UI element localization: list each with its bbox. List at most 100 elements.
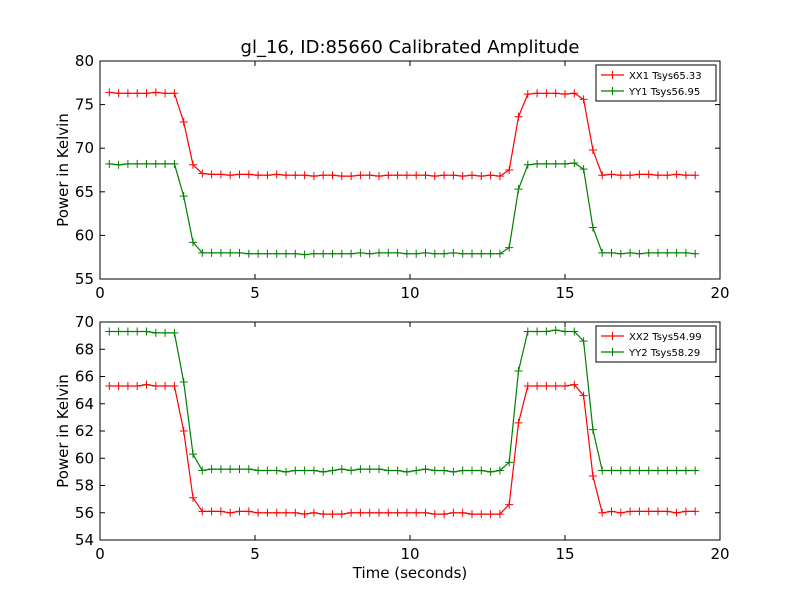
top-legend-box bbox=[595, 64, 717, 102]
bottom-data-point bbox=[570, 380, 579, 389]
bottom-data-point bbox=[226, 465, 235, 474]
bottom-data-point bbox=[300, 510, 309, 519]
top-data-point bbox=[151, 159, 160, 168]
bottom-data-point bbox=[691, 466, 700, 475]
bottom-data-point bbox=[588, 471, 597, 480]
top-data-point bbox=[412, 171, 421, 180]
bottom-data-point bbox=[626, 507, 635, 516]
top-xtick-label: 5 bbox=[250, 284, 260, 302]
top-data-point bbox=[375, 172, 383, 181]
top-data-point bbox=[384, 171, 393, 180]
top-data-point bbox=[244, 249, 253, 258]
top-data-point bbox=[170, 89, 179, 98]
bottom-data-point bbox=[663, 466, 672, 475]
top-data-point bbox=[207, 248, 216, 257]
bottom-data-point bbox=[142, 327, 151, 336]
bottom-data-point bbox=[449, 467, 458, 476]
top-data-point bbox=[449, 248, 458, 257]
bottom-xtick-label: 15 bbox=[555, 545, 574, 563]
top-data-point bbox=[393, 171, 402, 180]
bottom-data-point bbox=[114, 327, 123, 336]
top-data-point bbox=[402, 171, 411, 180]
top-data-point bbox=[198, 248, 207, 257]
top-data-point bbox=[495, 249, 504, 258]
top-data-point bbox=[523, 90, 532, 99]
bottom-data-point bbox=[430, 510, 439, 519]
top-data-point bbox=[114, 160, 123, 169]
top-data-point bbox=[570, 89, 579, 98]
bottom-data-point bbox=[635, 466, 644, 475]
top-data-point bbox=[189, 160, 197, 169]
bottom-data-point bbox=[570, 327, 579, 336]
bottom-ytick-label: 62 bbox=[75, 422, 94, 440]
top-data-point bbox=[272, 170, 281, 179]
top-data-point bbox=[672, 170, 681, 179]
bottom-data-point bbox=[337, 465, 346, 474]
top-data-point bbox=[161, 159, 170, 168]
bottom-ytick-label: 54 bbox=[75, 531, 94, 549]
top-data-point bbox=[198, 169, 207, 178]
top-data-point bbox=[244, 170, 253, 179]
top-data-point bbox=[486, 171, 495, 180]
top-data-point bbox=[328, 249, 337, 258]
chart-title: gl_16, ID:85660 Calibrated Amplitude bbox=[241, 37, 580, 58]
top-data-point bbox=[644, 248, 653, 257]
bottom-series-line-2 bbox=[109, 329, 696, 473]
bottom-data-point bbox=[588, 425, 597, 434]
bottom-data-point bbox=[356, 508, 365, 517]
bottom-data-point bbox=[393, 466, 402, 475]
top-data-point bbox=[440, 249, 449, 258]
top-data-point bbox=[412, 249, 421, 258]
top-data-point bbox=[486, 249, 495, 258]
bottom-data-point bbox=[263, 466, 272, 475]
top-data-point bbox=[142, 159, 151, 168]
bottom-data-point bbox=[598, 466, 607, 475]
bottom-data-point bbox=[216, 465, 225, 474]
top-data-point bbox=[607, 248, 616, 257]
bottom-data-point bbox=[170, 382, 179, 391]
top-xtick-label: 15 bbox=[555, 284, 574, 302]
bottom-data-point bbox=[365, 465, 374, 474]
bottom-data-point bbox=[468, 466, 476, 475]
top-data-point bbox=[551, 89, 560, 98]
top-panel: 0 5 10 15 20 55 60 65 70 75 80 Power in Kelvin XX1 T… bbox=[54, 52, 730, 302]
bottom-data-point bbox=[254, 508, 263, 517]
bottom-data-point bbox=[235, 507, 244, 516]
bottom-data-point bbox=[216, 507, 225, 516]
bottom-panel: 0 5 10 15 20 54 56 58 60 62 64 66 68 70 Power in Kelvi… bbox=[54, 313, 730, 582]
top-data-point bbox=[644, 170, 653, 179]
bottom-data-point bbox=[263, 508, 272, 517]
bottom-data-point bbox=[505, 458, 514, 467]
top-xtick-label: 10 bbox=[400, 284, 419, 302]
bottom-data-point bbox=[421, 508, 430, 517]
bottom-data-point bbox=[375, 465, 383, 474]
bottom-data-point bbox=[440, 466, 449, 475]
top-data-point bbox=[142, 89, 151, 98]
bottom-data-point bbox=[421, 465, 430, 474]
bottom-data-point bbox=[635, 507, 644, 516]
top-data-point bbox=[523, 160, 532, 169]
top-data-point bbox=[421, 248, 430, 257]
bottom-legend-marker-2 bbox=[608, 348, 617, 356]
top-data-point bbox=[440, 171, 449, 180]
bottom-data-point bbox=[561, 327, 569, 336]
bottom-data-point bbox=[356, 465, 365, 474]
bottom-data-point bbox=[579, 391, 588, 400]
top-data-point bbox=[514, 185, 523, 194]
top-data-point bbox=[626, 248, 635, 257]
bottom-data-point bbox=[179, 427, 188, 435]
bottom-data-point bbox=[114, 382, 123, 391]
bottom-xtick-label: 5 bbox=[250, 545, 260, 563]
bottom-data-point bbox=[123, 382, 132, 391]
top-data-point bbox=[235, 248, 244, 257]
top-data-point bbox=[598, 171, 607, 180]
top-data-point bbox=[654, 171, 662, 180]
bottom-xtick-label: 20 bbox=[710, 545, 729, 563]
bottom-data-point bbox=[607, 466, 616, 475]
top-data-point bbox=[337, 249, 346, 258]
top-data-point bbox=[365, 249, 374, 258]
bottom-data-point bbox=[337, 510, 346, 519]
top-legend-marker-2 bbox=[608, 87, 617, 95]
top-data-point bbox=[458, 172, 467, 181]
top-ytick-label: 65 bbox=[75, 183, 94, 201]
